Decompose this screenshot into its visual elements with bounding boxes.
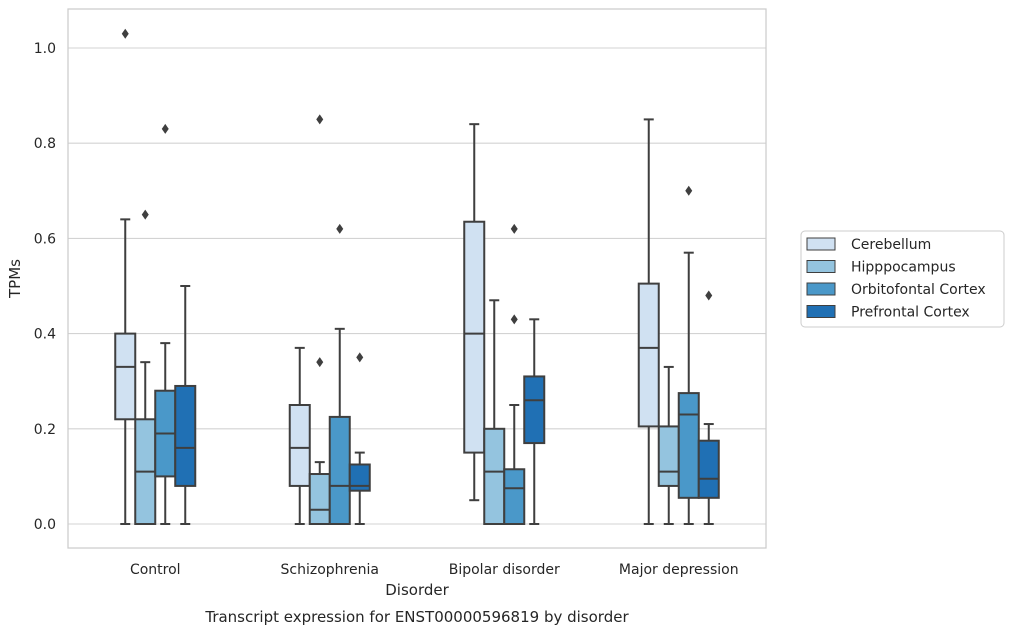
box-1-2 [328, 223, 351, 525]
box-0-0 [114, 28, 137, 525]
iqr-box [637, 282, 660, 428]
y-axis-ticks: 0.0 0.2 0.4 0.6 0.8 1.0 [34, 41, 56, 533]
outlier-point [316, 114, 324, 125]
box-1-1 [308, 114, 331, 525]
y-tick-label: 0.4 [34, 327, 56, 343]
legend: Cerebellum Hipppocampus Orbitofontal Corte… [800, 230, 1005, 328]
legend-label: Hipppocampus [851, 260, 956, 276]
legend-item: Cerebellum [806, 237, 931, 253]
legend-frame [800, 230, 1005, 328]
outlier-point [510, 223, 518, 234]
legend-swatch [806, 260, 836, 273]
box-3-2 [677, 185, 700, 525]
iqr-box [114, 332, 137, 421]
plot-frame [67, 8, 767, 549]
legend-label: Cerebellum [851, 237, 931, 253]
iqr-box [677, 392, 700, 499]
legend-label: Orbitofontal Cortex [851, 282, 986, 298]
iqr-box [483, 427, 506, 525]
x-tick-label: Bipolar disorder [449, 562, 560, 578]
outlier-point [121, 28, 129, 39]
y-axis-label: TPMs [6, 259, 24, 299]
boxes [114, 28, 720, 526]
outlier-point [141, 209, 149, 220]
y-tick-label: 1.0 [34, 41, 56, 57]
outlier-point [336, 223, 344, 234]
legend-swatch [806, 237, 836, 251]
iqr-box [523, 375, 546, 445]
outlier-point [510, 314, 518, 325]
outlier-point [685, 185, 693, 196]
box-2-3 [523, 318, 546, 525]
box-3-3 [697, 290, 720, 525]
iqr-box [174, 384, 197, 487]
y-tick-label: 0.0 [34, 517, 56, 533]
box-3-1 [657, 365, 680, 525]
y-tick-label: 0.2 [34, 422, 56, 438]
legend-item: Hipppocampus [806, 260, 956, 276]
x-axis-ticks: Control Schizophrenia Bipolar disorder Majo… [130, 562, 739, 578]
iqr-box [288, 404, 311, 487]
legend-item: Orbitofontal Cortex [806, 282, 986, 298]
box-1-0 [288, 346, 311, 525]
legend-item: Prefrontal Cortex [806, 305, 970, 321]
box-2-0 [463, 123, 486, 502]
box-2-2 [503, 223, 526, 526]
iqr-box [348, 463, 371, 492]
y-tick-label: 0.8 [34, 136, 56, 152]
x-axis-label: Disorder [385, 581, 449, 599]
chart-caption: Transcript expression for ENST0000059681… [204, 608, 629, 626]
outlier-point [161, 123, 169, 134]
legend-swatch [806, 305, 836, 318]
iqr-box [697, 439, 720, 499]
box-2-1 [483, 299, 506, 525]
y-tick-label: 0.6 [34, 231, 56, 247]
box-0-1 [134, 209, 157, 525]
legend-label: Prefrontal Cortex [851, 305, 970, 321]
box-0-2 [154, 123, 177, 525]
box-3-0 [637, 118, 660, 525]
box-0-3 [174, 285, 197, 525]
x-tick-label: Control [130, 562, 181, 578]
outlier-point [356, 352, 364, 363]
iqr-box [657, 425, 680, 487]
legend-swatch [806, 282, 836, 296]
x-tick-label: Schizophrenia [281, 562, 379, 578]
iqr-box [308, 473, 331, 525]
x-tick-label: Major depression [619, 562, 739, 578]
iqr-box [503, 468, 526, 526]
box-1-3 [348, 352, 371, 525]
iqr-box [328, 415, 351, 525]
iqr-box [463, 220, 486, 454]
outlier-point [316, 357, 324, 368]
outlier-point [705, 290, 713, 301]
